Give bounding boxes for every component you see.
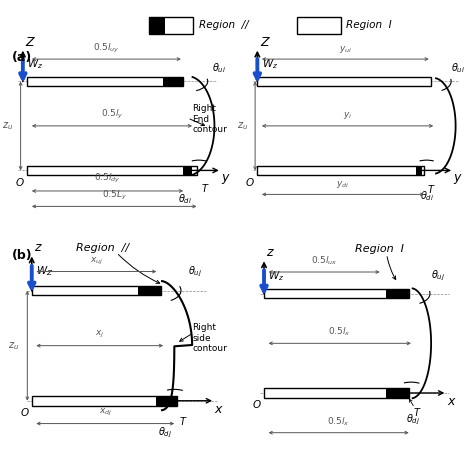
Bar xyxy=(32,396,176,406)
Text: $\theta_{dj}$: $\theta_{dj}$ xyxy=(406,413,420,427)
Text: $O$: $O$ xyxy=(246,176,255,187)
Bar xyxy=(416,166,422,175)
Bar xyxy=(32,285,161,295)
Text: (b): (b) xyxy=(12,249,32,262)
Text: $O$: $O$ xyxy=(20,406,29,418)
Bar xyxy=(257,166,424,175)
Text: (a): (a) xyxy=(12,50,32,64)
Text: $x_{dj}$: $x_{dj}$ xyxy=(99,407,112,418)
Text: $y$: $y$ xyxy=(453,172,463,186)
Text: $T$: $T$ xyxy=(413,406,422,418)
Text: $\theta_{uj}$: $\theta_{uj}$ xyxy=(188,265,202,279)
Bar xyxy=(386,289,409,298)
Text: $O$: $O$ xyxy=(252,398,262,410)
Text: $z$: $z$ xyxy=(34,242,43,254)
Text: $z$: $z$ xyxy=(266,246,275,260)
Bar xyxy=(257,77,431,86)
Text: $W_z$: $W_z$ xyxy=(268,269,285,283)
Bar xyxy=(149,16,193,34)
Text: $W_z$: $W_z$ xyxy=(27,57,44,71)
Text: $y_{di}$: $y_{di}$ xyxy=(337,179,350,190)
Text: Region  I: Region I xyxy=(356,244,404,254)
Text: $T$: $T$ xyxy=(201,182,210,195)
Text: $y$: $y$ xyxy=(221,172,231,186)
Bar xyxy=(138,285,161,295)
Text: $\theta_{di}$: $\theta_{di}$ xyxy=(419,189,434,203)
Bar xyxy=(386,388,409,398)
Text: $\theta_{ui}$: $\theta_{ui}$ xyxy=(451,61,465,74)
Bar xyxy=(163,77,183,86)
Text: Region  //: Region // xyxy=(199,20,249,31)
Text: $0.5l_{ux}$: $0.5l_{ux}$ xyxy=(311,255,337,268)
Bar xyxy=(149,16,165,34)
Text: $T$: $T$ xyxy=(427,183,435,195)
Bar xyxy=(264,388,409,398)
Bar xyxy=(264,289,409,298)
Text: $\theta_{uj}$: $\theta_{uj}$ xyxy=(431,268,445,283)
Text: $\theta_{ui}$: $\theta_{ui}$ xyxy=(212,61,227,74)
Text: $0.5l_x$: $0.5l_x$ xyxy=(328,325,351,338)
Text: $0.5l_x$: $0.5l_x$ xyxy=(328,416,350,428)
Bar xyxy=(156,396,176,406)
Text: Region  I: Region I xyxy=(346,20,392,31)
Text: $Z$: $Z$ xyxy=(25,36,36,49)
Text: $W_Z$: $W_Z$ xyxy=(36,265,54,278)
Bar xyxy=(27,166,197,175)
Text: $0.5l_{uy}$: $0.5l_{uy}$ xyxy=(93,42,120,55)
Text: Region  //: Region // xyxy=(76,243,129,252)
Text: $0.5l_{dy}$: $0.5l_{dy}$ xyxy=(94,172,121,185)
Text: $z_u$: $z_u$ xyxy=(9,340,19,351)
Text: $\theta_{dj}$: $\theta_{dj}$ xyxy=(158,425,173,440)
Text: $Z$: $Z$ xyxy=(260,36,271,49)
Text: $x_{uj}$: $x_{uj}$ xyxy=(90,256,103,267)
Text: $T$: $T$ xyxy=(179,415,187,427)
Text: $x$: $x$ xyxy=(214,403,224,416)
Bar xyxy=(183,166,192,175)
Text: $0.5l_y$: $0.5l_y$ xyxy=(100,108,123,121)
Text: $\theta_{di}$: $\theta_{di}$ xyxy=(178,193,192,206)
Bar xyxy=(27,77,183,86)
Text: $x_j$: $x_j$ xyxy=(95,329,104,340)
Text: $0.5L_y$: $0.5L_y$ xyxy=(101,189,127,202)
Text: $x$: $x$ xyxy=(447,395,456,408)
Text: $O$: $O$ xyxy=(15,176,25,187)
Text: Right
End
contour: Right End contour xyxy=(192,104,227,134)
Text: $z_u$: $z_u$ xyxy=(2,120,13,132)
Bar xyxy=(297,16,340,34)
Text: $y_{ui}$: $y_{ui}$ xyxy=(339,44,352,55)
Text: $y_i$: $y_i$ xyxy=(343,110,352,121)
Text: $W_z$: $W_z$ xyxy=(262,57,278,71)
Text: Right
side
contour: Right side contour xyxy=(192,323,227,353)
Text: $z_u$: $z_u$ xyxy=(237,120,248,132)
